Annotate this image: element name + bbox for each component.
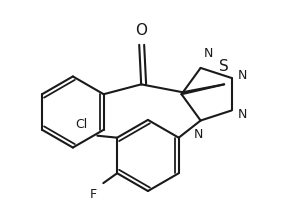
Text: Cl: Cl xyxy=(75,118,87,131)
Text: F: F xyxy=(90,188,97,201)
Text: N: N xyxy=(237,108,247,121)
Text: N: N xyxy=(194,128,203,141)
Text: S: S xyxy=(219,59,229,74)
Text: N: N xyxy=(204,47,213,60)
Text: O: O xyxy=(135,23,147,38)
Text: N: N xyxy=(237,69,247,82)
